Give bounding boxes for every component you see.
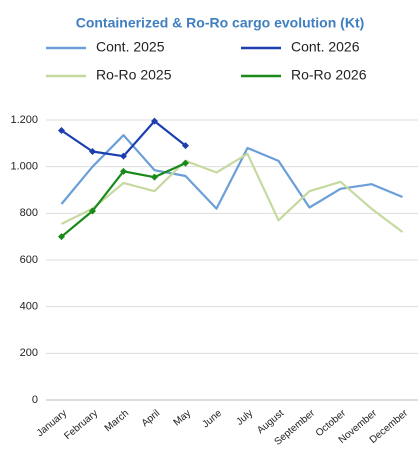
point-marker bbox=[120, 167, 127, 175]
y-tick-label: 1.200 bbox=[10, 114, 38, 126]
x-tick-label: February bbox=[62, 408, 100, 442]
point-marker bbox=[89, 207, 96, 215]
x-tick-label: April bbox=[140, 408, 162, 429]
point-marker bbox=[151, 117, 158, 125]
legend-label: Cont. 2026 bbox=[291, 39, 360, 55]
point-marker bbox=[182, 142, 189, 150]
y-tick-label: 0 bbox=[32, 394, 38, 406]
point-marker bbox=[58, 127, 65, 134]
y-tick-label: 200 bbox=[20, 347, 38, 359]
legend-label: Ro-Ro 2026 bbox=[291, 67, 367, 83]
point-marker bbox=[182, 159, 189, 167]
y-tick-label: 600 bbox=[20, 254, 38, 266]
point-marker bbox=[58, 233, 65, 241]
series-line bbox=[61, 152, 404, 233]
y-tick-label: 800 bbox=[20, 207, 38, 219]
point-marker bbox=[151, 173, 158, 181]
series-line bbox=[60, 120, 187, 158]
chart-title: Containerized & Ro-Ro cargo evolution (K… bbox=[76, 15, 365, 31]
x-tick-label: March bbox=[103, 408, 131, 434]
y-tick-label: 400 bbox=[20, 301, 38, 313]
point-marker bbox=[120, 152, 127, 160]
legend-label: Cont. 2025 bbox=[96, 39, 165, 55]
legend-label: Ro-Ro 2025 bbox=[96, 67, 172, 83]
x-tick-label: May bbox=[172, 408, 194, 429]
point-marker bbox=[89, 148, 96, 155]
y-tick-label: 1.000 bbox=[10, 161, 38, 173]
series-line bbox=[60, 134, 403, 210]
x-tick-label: June bbox=[200, 408, 224, 431]
x-tick-label: July bbox=[234, 408, 255, 428]
